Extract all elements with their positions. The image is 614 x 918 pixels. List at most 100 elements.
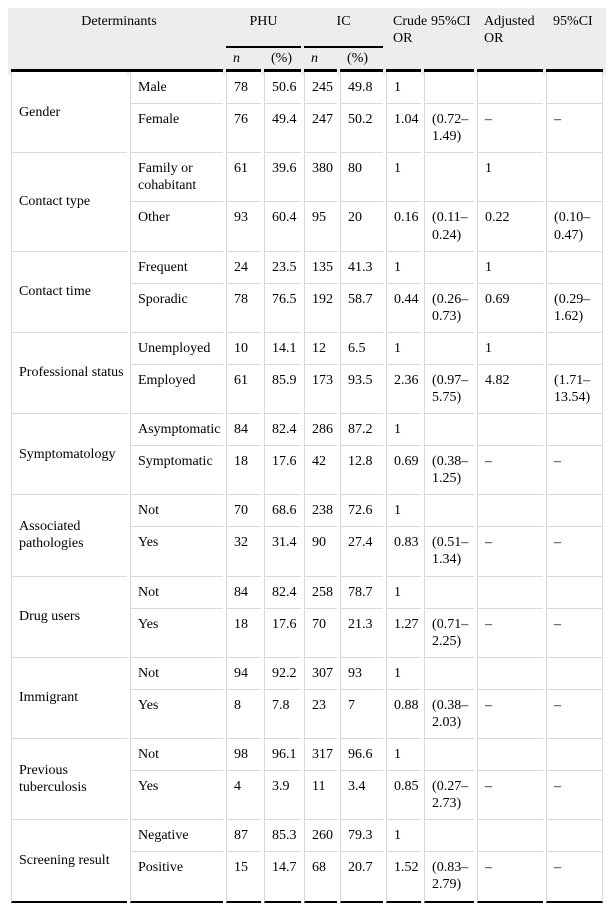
group-label: Contact time xyxy=(11,251,127,333)
cell-ic-pct: 78.7 xyxy=(340,576,384,609)
cell-ic-pct: 12.8 xyxy=(340,446,384,496)
cell-category: Negative xyxy=(130,820,224,853)
group-label: Drug users xyxy=(11,576,127,658)
cell-crude-ci: (0.11–0.24) xyxy=(424,202,475,252)
cell-phu-pct: 31.4 xyxy=(264,527,302,577)
cell-adjusted-or xyxy=(477,72,544,105)
cell-adjusted-ci xyxy=(546,820,604,853)
cell-adjusted-ci xyxy=(546,576,604,609)
cell-ic-pct: 93.5 xyxy=(340,364,384,415)
cell-crude-ci xyxy=(424,657,475,690)
cell-crude-or: 1 xyxy=(386,72,422,105)
cell-ic-n: 380 xyxy=(304,153,338,203)
cell-crude-or: 1.52 xyxy=(386,852,422,903)
table-row: Immigrant Not 94 92.2 307 93 1 xyxy=(11,657,604,740)
group-label: Previous tuberculosis xyxy=(11,739,127,821)
col-header-ic: IC xyxy=(304,8,384,48)
cell-category: Sporadic xyxy=(130,283,224,333)
cell-adjusted-ci: (0.29–1.62) xyxy=(546,283,604,333)
cell-ic-pct: 21.3 xyxy=(340,608,384,658)
cell-ic-pct: 72.6 xyxy=(340,495,384,528)
cell-ic-pct: 49.8 xyxy=(340,72,384,105)
cell-phu-n: 94 xyxy=(226,657,262,690)
cell-crude-ci xyxy=(424,414,475,447)
cell-ic-pct: 6.5 xyxy=(340,332,384,365)
col-header-adjusted-or: Adjusted OR xyxy=(477,8,544,73)
cell-category: Yes xyxy=(130,527,224,577)
cell-ic-n: 238 xyxy=(304,495,338,528)
cell-adjusted-ci: – xyxy=(546,527,604,577)
cell-ic-pct: 20.7 xyxy=(340,852,384,903)
cell-ic-n: 95 xyxy=(304,202,338,252)
cell-crude-ci: (0.26–0.73) xyxy=(424,283,475,333)
cell-phu-pct: 68.6 xyxy=(264,495,302,528)
cell-ic-n: 192 xyxy=(304,283,338,333)
cell-adjusted-or xyxy=(477,576,544,609)
table-row: Contact time Frequent 24 23.5 135 41.3 1 1 xyxy=(11,251,604,333)
cell-crude-ci: (0.51–1.34) xyxy=(424,527,475,577)
cell-crude-ci xyxy=(424,332,475,365)
cell-adjusted-or: – xyxy=(477,689,544,740)
cell-category: Family or cohabitant xyxy=(130,153,224,203)
cell-adjusted-ci xyxy=(546,657,604,690)
cell-adjusted-ci: – xyxy=(546,689,604,740)
cell-crude-or: 0.69 xyxy=(386,446,422,496)
cell-phu-n: 70 xyxy=(226,495,262,528)
cell-crude-ci: (0.71–2.25) xyxy=(424,608,475,658)
table-row: Symptomatic 18 17.6 42 12.8 0.69 (0.38–1.25) – – xyxy=(11,446,604,496)
cell-ic-pct: 79.3 xyxy=(340,820,384,853)
cell-ic-n: 245 xyxy=(304,72,338,105)
cell-phu-n: 4 xyxy=(226,771,262,821)
cell-adjusted-ci: – xyxy=(546,771,604,821)
col-header-ic-n: n xyxy=(304,48,338,73)
table-row: Associated pathologies Not 70 68.6 238 72.6 1 xyxy=(11,495,604,577)
cell-adjusted-or: – xyxy=(477,771,544,821)
cell-crude-ci: (0.27–2.73) xyxy=(424,771,475,821)
table-row: Yes 18 17.6 70 21.3 1.27 (0.71–2.25) – – xyxy=(11,608,604,658)
cell-ic-pct: 50.2 xyxy=(340,104,384,154)
cell-phu-pct: 96.1 xyxy=(264,739,302,772)
cell-phu-n: 98 xyxy=(226,739,262,772)
cell-ic-pct: 80 xyxy=(340,153,384,203)
cell-adjusted-or: – xyxy=(477,104,544,154)
cell-phu-n: 18 xyxy=(226,446,262,496)
cell-ic-n: 70 xyxy=(304,608,338,658)
cell-category: Yes xyxy=(130,771,224,821)
header-row-1: Determinants PHU IC Crude OR 95%CI Adjus… xyxy=(11,8,604,73)
group-label: Contact type xyxy=(11,153,127,252)
cell-ic-n: 286 xyxy=(304,414,338,447)
cell-category: Frequent xyxy=(130,251,224,284)
col-header-crude-or: Crude OR xyxy=(386,8,427,73)
cell-crude-ci: (0.38–2.03) xyxy=(424,689,475,740)
cell-ic-n: 11 xyxy=(304,771,338,821)
cell-adjusted-or: 0.22 xyxy=(477,202,544,252)
table-row: Yes 32 31.4 90 27.4 0.83 (0.51–1.34) – – xyxy=(11,527,604,577)
cell-phu-pct: 23.5 xyxy=(264,251,302,284)
group-label: Screening result xyxy=(11,820,127,903)
cell-crude-or: 1 xyxy=(386,153,422,203)
cell-category: Not xyxy=(130,739,224,772)
group-label: Associated pathologies xyxy=(11,495,127,577)
cell-ic-n: 68 xyxy=(304,852,338,903)
cell-category: Unemployed xyxy=(130,332,224,365)
table-row: Positive 15 14.7 68 20.7 1.52 (0.83–2.79) – – xyxy=(11,852,604,903)
cell-phu-n: 93 xyxy=(226,202,262,252)
cell-ic-n: 42 xyxy=(304,446,338,496)
cell-category: Yes xyxy=(130,608,224,658)
table-body: Gender Male 78 50.6 245 49.8 1 Female 76 49.4 247 5… xyxy=(11,72,604,903)
cell-ic-pct: 87.2 xyxy=(340,414,384,447)
table-row: Sporadic 78 76.5 192 58.7 0.44 (0.26–0.73) 0.69… xyxy=(11,283,604,333)
group-label: Immigrant xyxy=(11,657,127,740)
col-header-adjusted-ci: 95%CI xyxy=(546,8,604,73)
cell-adjusted-or: 4.82 xyxy=(477,364,544,415)
cell-adjusted-ci xyxy=(546,739,604,772)
cell-phu-pct: 76.5 xyxy=(264,283,302,333)
cell-ic-n: 260 xyxy=(304,820,338,853)
table-row: Previous tuberculosis Not 98 96.1 317 96.6 1 xyxy=(11,739,604,821)
cell-crude-ci xyxy=(424,153,475,203)
cell-ic-n: 258 xyxy=(304,576,338,609)
cell-adjusted-or xyxy=(477,657,544,690)
cell-crude-ci xyxy=(424,72,475,105)
cell-ic-n: 23 xyxy=(304,689,338,740)
